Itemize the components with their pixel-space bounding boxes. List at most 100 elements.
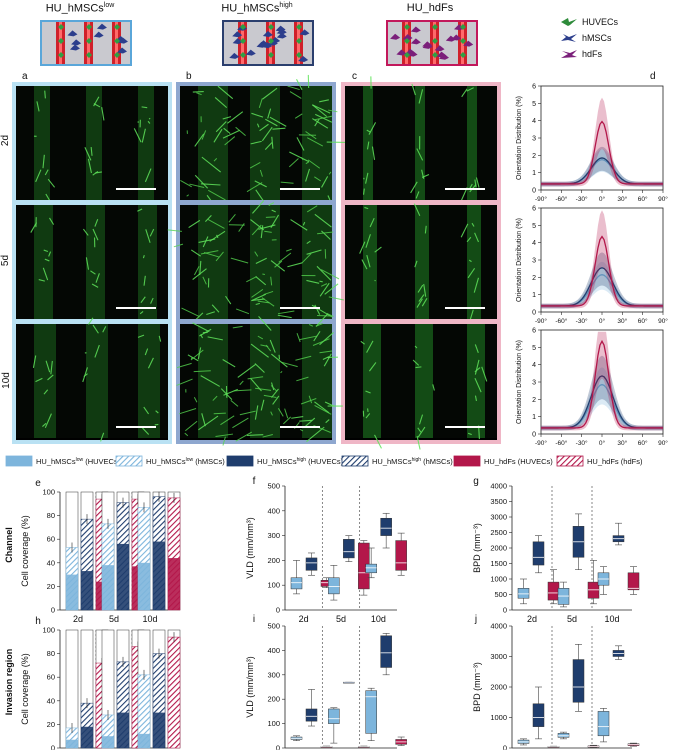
cell-legend-huvec-label: HUVECs — [582, 17, 619, 27]
scheme-title-hdf: HU_hdFs — [385, 2, 475, 14]
panel-letter-b: b — [186, 71, 192, 82]
legend-label: HU_hMSCslow (hMSCs) — [146, 457, 225, 466]
orientation-ytick-label: 1 — [532, 414, 536, 421]
orientation-line — [541, 120, 663, 185]
scheme-cell — [276, 32, 287, 39]
scheme-cell — [422, 41, 433, 48]
scheme-high-art — [229, 22, 310, 64]
orientation-ylabel: Orientation Distribution (%) — [516, 340, 523, 424]
huvec-icon — [561, 18, 577, 26]
orientation-ytick-label: 6 — [532, 84, 536, 91]
orientation-xtick-label: -90° — [535, 195, 547, 203]
cell-legend-huvec: HUVECs — [560, 14, 670, 30]
scheme-huvec — [58, 38, 64, 44]
orientation-band — [541, 149, 663, 187]
legend-swatch — [5, 455, 33, 467]
hdf-icon — [561, 50, 577, 58]
scheme-huvec — [432, 24, 438, 30]
scheme-title-low-sup: low — [103, 2, 115, 9]
chart-ytick-label: 200 — [267, 695, 280, 704]
chart-f: 0 100 200 300 400 500 VLD (mm/mm³) 2d 5d 10d f — [245, 476, 407, 624]
orientation-plot-10d: 0 1 2 3 4 5 6 -90° -60° -30° 0° 30° 60° 90° Orientatio… — [516, 328, 668, 448]
orientation-band — [541, 146, 663, 187]
chart-panel-letter: h — [35, 616, 41, 627]
orientation-ytick-label: 4 — [532, 240, 536, 247]
scheme-cell — [463, 40, 474, 47]
chart-ytick-label: 300 — [267, 531, 280, 540]
orientation-band — [541, 331, 663, 431]
orientation-ytick-label: 0 — [532, 310, 536, 317]
scheme-cell — [390, 33, 401, 40]
scheme-huvec — [432, 38, 438, 44]
scheme-title-low-main: HU_hMSCs — [45, 2, 104, 15]
row-label-invasion: Invasion region — [4, 649, 14, 716]
time-label-5d: 5d — [0, 254, 12, 267]
orientation-ylabel: Orientation Distribution (%) — [516, 218, 523, 302]
chart-ytick-label: 200 — [267, 556, 280, 565]
chart-ytick-label: 4000 — [490, 482, 507, 491]
chart-ytick-label: 500 — [267, 622, 280, 631]
orientation-ytick-label: 1 — [532, 292, 536, 299]
bar-huvecs — [153, 541, 165, 610]
bar-huvecs — [117, 712, 129, 748]
chart-ylabel: Cell coverage (%) — [20, 515, 30, 587]
chart-ytick-label: 60 — [47, 535, 55, 544]
orientation-xtick-label: 30° — [617, 195, 627, 203]
chart-panel-letter: e — [35, 478, 41, 489]
orientation-ytick-label: 0 — [532, 432, 536, 439]
orientation-xtick-label: 0° — [599, 439, 606, 447]
legend-swatch — [453, 455, 481, 467]
cd31-label: CD31 — [20, 88, 44, 98]
scheme-hdf — [386, 20, 478, 66]
legend-item-1: HU_hMSCslow (hMSCs) — [115, 455, 225, 467]
orientation-line — [541, 339, 663, 429]
chart-ytick-label: 3000 — [490, 513, 507, 522]
scheme-cell — [232, 38, 243, 45]
chart-ytick-label: 100 — [42, 488, 55, 497]
scheme-huvec — [86, 38, 92, 44]
orientation-ytick-label: 1 — [532, 170, 536, 177]
bar-huvecs — [168, 558, 180, 610]
cell-legend-hdf-label: hdFs — [582, 49, 603, 59]
chart-ytick-label: 80 — [47, 649, 55, 658]
chart-j: 0 1000 2000 3000 4000 BPD (mm⁻³) 2d 5d 10d j — [472, 614, 640, 750]
orientation-xtick-label: 30° — [617, 317, 627, 325]
box-body — [305, 708, 318, 722]
chart-e: 0 20 40 60 80 100 Cell coverage (%) 2d 5d 10d e — [20, 478, 181, 624]
chart-xtick-label: 10d — [371, 614, 386, 624]
scheme-cell — [410, 26, 421, 33]
chart-ytick-label: 3500 — [490, 497, 507, 506]
orientation-xtick-label: 0° — [599, 195, 606, 203]
box-body — [517, 588, 530, 599]
orientation-ylabel: Orientation Distribution (%) — [516, 96, 523, 180]
legend-row: HU_hMSCslow (HUVECs) HU_hMSCslow (hMSCs) H… — [5, 455, 643, 467]
scheme-cell — [117, 47, 128, 54]
scheme-cell — [402, 34, 413, 41]
scheme-cell — [96, 23, 107, 30]
scheme-cell — [229, 52, 240, 59]
orientation-xtick-label: -90° — [535, 439, 547, 447]
legend-swatch — [341, 455, 369, 467]
chart-ytick-label: 40 — [47, 696, 55, 705]
orientation-ytick-label: 2 — [532, 153, 536, 160]
legend-item-5: HU_hdFs (hdFs) — [556, 455, 643, 467]
scheme-title-low: HU_hMSCslow — [35, 2, 125, 15]
scheme-cell — [232, 31, 243, 38]
bar-huvecs — [138, 733, 150, 748]
orientation-ytick-label: 4 — [532, 118, 536, 125]
panel-letter-c: c — [352, 71, 357, 82]
chart-ytick-label: 60 — [47, 673, 55, 682]
chart-panel-letter: i — [253, 614, 255, 625]
orientation-band — [541, 355, 663, 431]
scheme-cell — [276, 28, 287, 35]
orientation-xtick-label: 60° — [638, 195, 648, 203]
chart-ytick-label: 400 — [267, 646, 280, 655]
chart-panel-letter: j — [474, 614, 477, 625]
scheme-huvec — [296, 38, 302, 44]
time-label-10d: 10d — [0, 372, 12, 389]
scheme-hdf-art — [390, 22, 474, 64]
scheme-huvec — [114, 24, 120, 30]
orientation-xtick-label: -60° — [555, 317, 567, 325]
scheme-cell — [267, 39, 278, 46]
orientation-ytick-label: 5 — [532, 101, 536, 108]
